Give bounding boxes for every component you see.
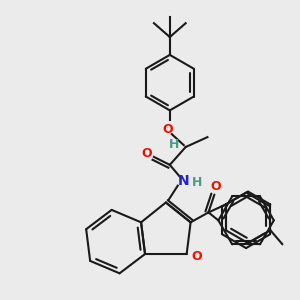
Text: O: O: [210, 180, 221, 193]
Text: H: H: [192, 176, 203, 189]
Text: O: O: [191, 250, 202, 262]
Text: H: H: [169, 138, 179, 151]
Text: O: O: [163, 123, 173, 136]
Text: O: O: [142, 148, 152, 160]
Text: N: N: [178, 174, 190, 188]
